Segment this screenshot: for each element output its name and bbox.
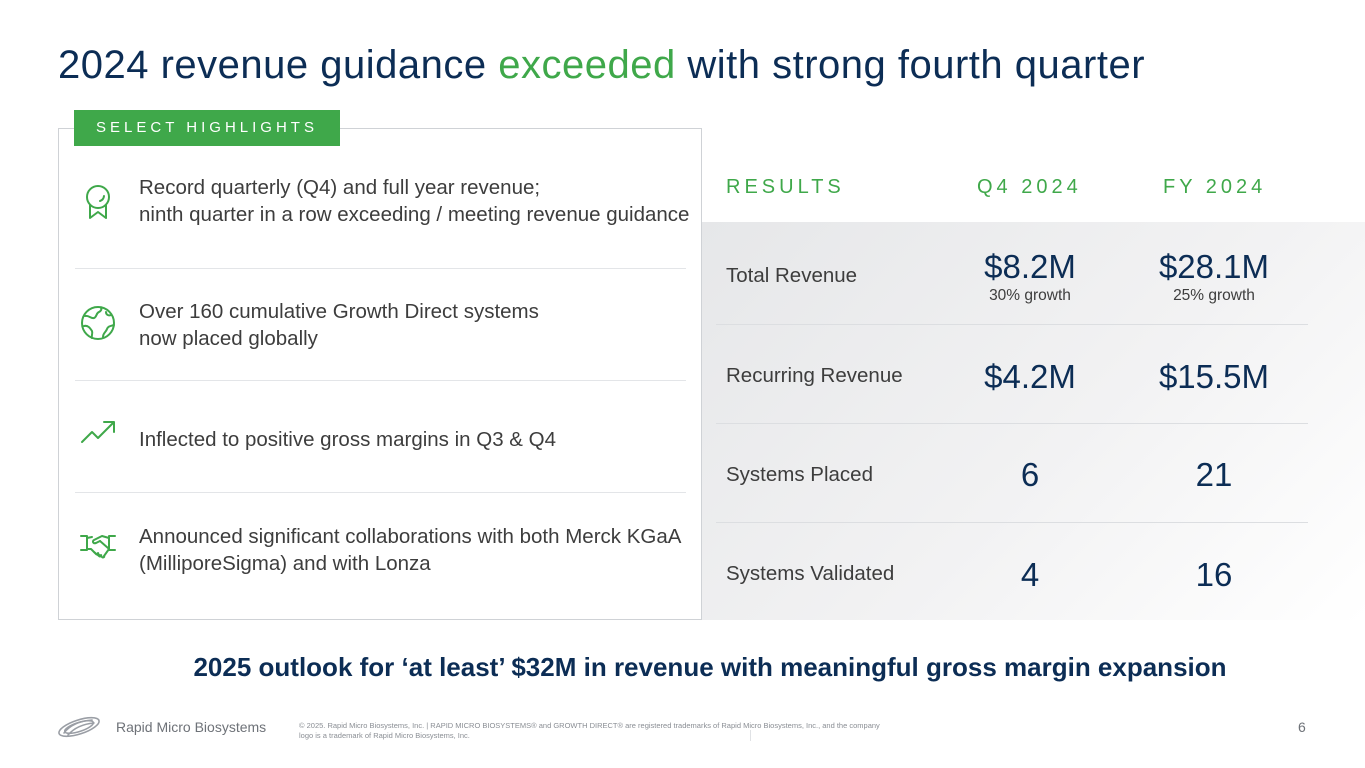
highlight-text: Announced significant collaborations wit… <box>139 525 681 575</box>
fy-systems-validated-value: 16 <box>1195 556 1233 593</box>
divider <box>716 423 1308 424</box>
divider <box>75 492 686 493</box>
divider <box>75 268 686 269</box>
divider <box>716 324 1308 325</box>
fy-recurring-revenue-value: $15.5M <box>1158 358 1270 395</box>
q4-total-revenue-value: $8.2M <box>984 248 1076 285</box>
highlight-text: Over 160 cumulative Growth Direct system… <box>139 300 539 350</box>
page-number: 6 <box>1298 719 1306 735</box>
fy-header: FY 2024 <box>1163 176 1267 198</box>
divider <box>75 380 686 381</box>
footer-legal-text: © 2025. Rapid Micro Biosystems, Inc. | R… <box>299 721 880 740</box>
footer-company-name: Rapid Micro Biosystems <box>116 719 267 735</box>
fy-systems-placed-value: 21 <box>1195 456 1233 493</box>
globe-icon <box>79 304 117 342</box>
title-part-1: 2024 revenue guidance <box>58 43 499 87</box>
title-accent: exceeded <box>498 43 676 87</box>
row-label-systems-validated: Systems Validated <box>726 562 895 585</box>
q4-header: Q4 2024 <box>977 176 1082 198</box>
divider <box>716 522 1308 523</box>
q4-systems-validated-value: 4 <box>1020 556 1040 593</box>
fy-total-revenue-growth: 25% growth <box>1173 287 1255 304</box>
results-header: RESULTS <box>726 176 845 198</box>
q4-total-revenue-growth: 30% growth <box>989 287 1071 304</box>
select-highlights-tag: SELECT HIGHLIGHTS <box>74 110 340 146</box>
q4-recurring-revenue-value: $4.2M <box>984 358 1076 395</box>
row-label-systems-placed: Systems Placed <box>726 463 873 486</box>
q4-systems-placed-value: 6 <box>1020 456 1040 493</box>
award-ribbon-icon <box>79 183 117 221</box>
company-logo-icon <box>56 713 102 741</box>
trending-up-icon <box>79 413 117 451</box>
highlights-panel: Record quarterly (Q4) and full year reve… <box>58 128 702 620</box>
highlight-text: Inflected to positive gross margins in Q… <box>139 428 557 451</box>
highlight-text: Record quarterly (Q4) and full year reve… <box>139 176 690 226</box>
row-label-total-revenue: Total Revenue <box>726 264 858 287</box>
fy-total-revenue-value: $28.1M <box>1158 248 1270 285</box>
outlook-statement: 2025 outlook for ‘at least’ $32M in reve… <box>193 652 1227 682</box>
slide-title: 2024 revenue guidance exceeded with stro… <box>58 43 1145 88</box>
row-label-recurring-revenue: Recurring Revenue <box>726 364 903 387</box>
handshake-icon <box>79 526 117 564</box>
results-background <box>702 222 1365 620</box>
title-part-2: with strong fourth quarter <box>675 43 1146 87</box>
footer-separator <box>750 730 751 741</box>
